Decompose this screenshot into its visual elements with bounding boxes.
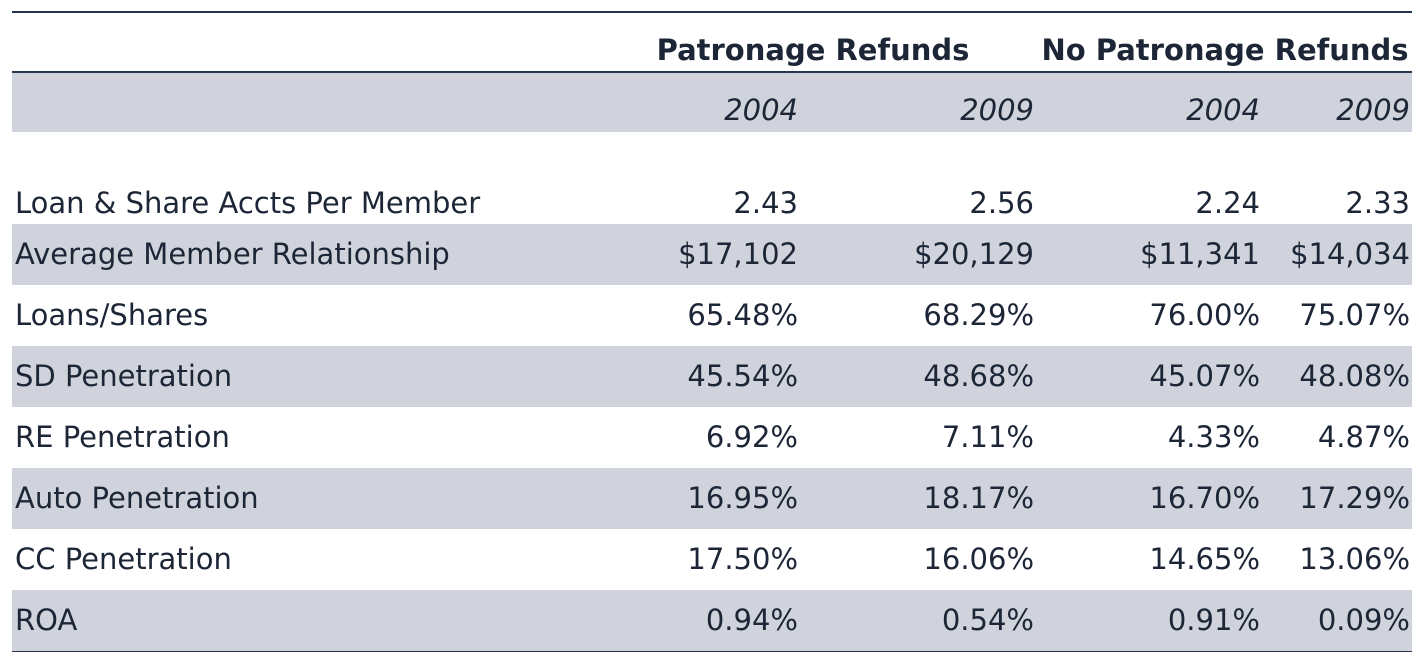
cell-value: $11,341 — [1140, 237, 1260, 271]
cell-value: 2.56 — [969, 186, 1034, 220]
bottom-rule — [12, 650, 1412, 652]
cell-value: $17,102 — [678, 237, 798, 271]
cell-value: 4.87% — [1317, 420, 1410, 454]
cell-value: 0.94% — [705, 603, 798, 637]
row-label: Loan & Share Accts Per Member — [15, 186, 481, 220]
year-header: 2009 — [960, 93, 1034, 127]
cell-value: 45.07% — [1149, 359, 1260, 393]
row-label: Auto Penetration — [15, 481, 259, 515]
header-rule — [12, 71, 1412, 73]
cell-value: 6.92% — [705, 420, 798, 454]
year-band — [12, 73, 1412, 132]
row-label: CC Penetration — [15, 542, 232, 576]
cell-value: 13.06% — [1299, 542, 1410, 576]
cell-value: 14.65% — [1149, 542, 1260, 576]
row-band — [12, 590, 1412, 651]
row-band — [12, 346, 1412, 407]
row-label: Loans/Shares — [15, 298, 209, 332]
cell-value: 17.29% — [1299, 481, 1410, 515]
cell-value: 75.07% — [1299, 298, 1410, 332]
cell-value: 4.33% — [1167, 420, 1260, 454]
cell-value: 18.17% — [923, 481, 1034, 515]
group-header: Patronage Refunds — [656, 33, 970, 67]
cell-value: 65.48% — [687, 298, 798, 332]
cell-value: 16.70% — [1149, 481, 1260, 515]
cell-value: 0.91% — [1167, 603, 1260, 637]
top-rule — [12, 11, 1412, 13]
cell-value: 48.68% — [923, 359, 1034, 393]
row-label: SD Penetration — [15, 359, 233, 393]
cell-value: 2.43 — [733, 186, 798, 220]
cell-value: 0.54% — [941, 603, 1034, 637]
row-label: ROA — [15, 603, 78, 637]
cell-value: 16.95% — [687, 481, 798, 515]
cell-value: $14,034 — [1290, 237, 1410, 271]
year-header: 2004 — [1186, 93, 1260, 127]
year-header: 2004 — [724, 93, 798, 127]
cell-value: 2.33 — [1345, 186, 1410, 220]
row-band — [12, 468, 1412, 529]
cell-value: 17.50% — [687, 542, 798, 576]
group-header: No Patronage Refunds — [1041, 33, 1409, 67]
row-label: RE Penetration — [15, 420, 230, 454]
year-header: 2009 — [1336, 93, 1410, 127]
cell-value: 68.29% — [923, 298, 1034, 332]
cell-value: 7.11% — [941, 420, 1034, 454]
cell-value: 2.24 — [1195, 186, 1260, 220]
row-label: Average Member Relationship — [15, 237, 450, 271]
cell-value: 76.00% — [1149, 298, 1260, 332]
cell-value: $20,129 — [914, 237, 1034, 271]
cell-value: 48.08% — [1299, 359, 1410, 393]
cell-value: 0.09% — [1317, 603, 1410, 637]
cell-value: 16.06% — [923, 542, 1034, 576]
cell-value: 45.54% — [687, 359, 798, 393]
row-band — [12, 224, 1412, 285]
